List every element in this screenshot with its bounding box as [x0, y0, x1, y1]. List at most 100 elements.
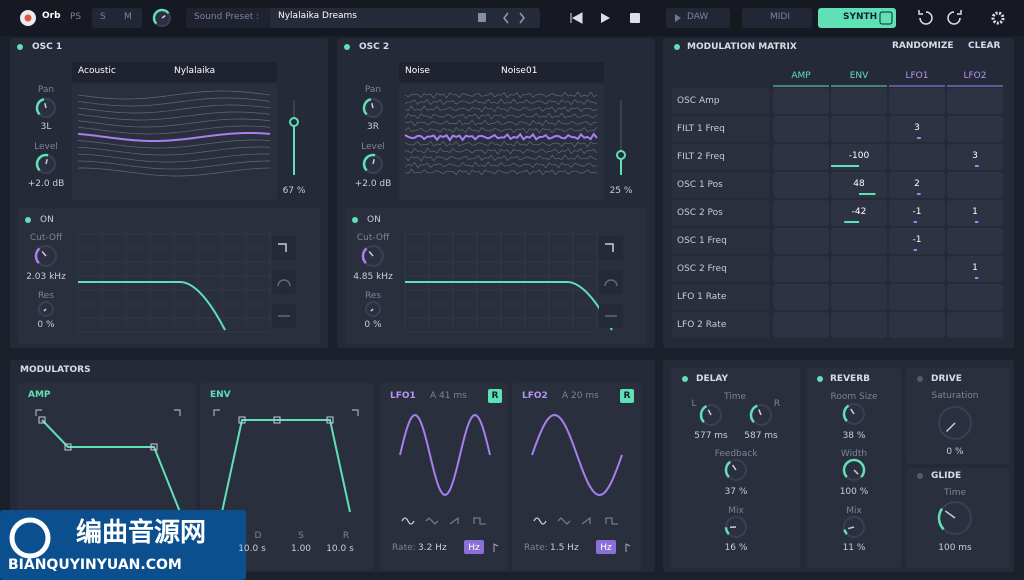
- lfo-shape-button[interactable]: [605, 517, 618, 525]
- led[interactable]: [17, 44, 23, 50]
- matrix-cell[interactable]: [831, 200, 887, 226]
- unit-button[interactable]: [464, 540, 484, 554]
- lfo-shape-button[interactable]: [581, 516, 591, 525]
- matrix-cell[interactable]: [773, 228, 829, 254]
- led[interactable]: [682, 376, 688, 382]
- osc2-wave[interactable]: Noise01: [501, 66, 538, 76]
- topbar-mute[interactable]: M: [124, 12, 132, 22]
- matrix-cell[interactable]: [889, 228, 945, 254]
- retrig-button[interactable]: [620, 389, 634, 403]
- matrix-cell[interactable]: [947, 116, 1003, 142]
- led[interactable]: [917, 473, 923, 479]
- lfo-shape-button[interactable]: [401, 517, 415, 525]
- lfo-shape-button[interactable]: [533, 517, 547, 525]
- led[interactable]: [674, 44, 680, 50]
- env-node[interactable]: [64, 443, 72, 451]
- matrix-cell[interactable]: [947, 144, 1003, 170]
- env-node[interactable]: [38, 416, 46, 424]
- matrix-cell[interactable]: [831, 284, 887, 310]
- topbar-synth[interactable]: SYNTH: [843, 12, 878, 22]
- stop-icon[interactable]: [630, 13, 640, 23]
- matrix-cell[interactable]: [947, 228, 1003, 254]
- matrix-cell[interactable]: [831, 312, 887, 338]
- osc1-type[interactable]: Acoustic: [78, 66, 116, 76]
- env-node[interactable]: [150, 443, 158, 451]
- matrix-cell[interactable]: [831, 172, 887, 198]
- matrix-cell[interactable]: [947, 312, 1003, 338]
- osc-selector[interactable]: [72, 62, 277, 82]
- matrix-cell[interactable]: [773, 172, 829, 198]
- matrix-cell[interactable]: [889, 312, 945, 338]
- next-icon[interactable]: [519, 12, 525, 24]
- modulators-lfo1-title: LFO1: [390, 391, 416, 401]
- matrix-cell[interactable]: [831, 256, 887, 282]
- matrix-cell[interactable]: [831, 144, 887, 170]
- retrig-button[interactable]: [488, 389, 502, 403]
- matrix-cell[interactable]: [889, 88, 945, 114]
- undo-icon[interactable]: [918, 10, 933, 25]
- note-icon[interactable]: [625, 543, 631, 552]
- matrix-cell[interactable]: [947, 200, 1003, 226]
- matrix-cell[interactable]: [889, 116, 945, 142]
- settings-icon[interactable]: [991, 11, 1005, 25]
- osc-selector[interactable]: [399, 62, 604, 82]
- osc1-wave[interactable]: Nylalaika: [174, 66, 216, 76]
- topbar-daw[interactable]: DAW: [687, 12, 709, 22]
- topbar-solo[interactable]: S: [100, 12, 106, 22]
- led[interactable]: [344, 44, 350, 50]
- matrix-cell[interactable]: [773, 256, 829, 282]
- lfo-shape-button[interactable]: [473, 517, 486, 525]
- rewind-icon[interactable]: [570, 12, 583, 24]
- filter-type-button[interactable]: [272, 270, 296, 294]
- filter-type-button[interactable]: [599, 236, 623, 260]
- matrix-cell[interactable]: [947, 256, 1003, 282]
- matrix-cell[interactable]: [773, 88, 829, 114]
- synth-button[interactable]: [818, 8, 896, 28]
- matrix-clear[interactable]: CLEAR: [968, 41, 1001, 51]
- topbar-midi[interactable]: MIDI: [770, 12, 791, 22]
- matrix-cell[interactable]: [889, 200, 945, 226]
- save-icon[interactable]: [478, 13, 486, 22]
- matrix-cell[interactable]: [773, 284, 829, 310]
- matrix-cell[interactable]: [947, 172, 1003, 198]
- filter-type-button[interactable]: [599, 270, 623, 294]
- matrix-cell[interactable]: [773, 116, 829, 142]
- led[interactable]: [352, 217, 358, 223]
- prev-icon[interactable]: [503, 12, 509, 24]
- daw-button[interactable]: [666, 8, 730, 28]
- lfo-shape-button[interactable]: [557, 517, 571, 525]
- matrix-cell[interactable]: [773, 312, 829, 338]
- mix-slider-handle[interactable]: [616, 150, 626, 160]
- matrix-cell[interactable]: [773, 144, 829, 170]
- matrix-cell[interactable]: [831, 228, 887, 254]
- knob-pointer: [45, 158, 48, 165]
- unit-button[interactable]: [596, 540, 616, 554]
- matrix-cell[interactable]: [947, 284, 1003, 310]
- matrix-cell[interactable]: [831, 116, 887, 142]
- led[interactable]: [25, 217, 31, 223]
- filter-type-button[interactable]: [272, 236, 296, 260]
- midi-button[interactable]: [742, 8, 812, 28]
- matrix-cell[interactable]: [889, 284, 945, 310]
- osc2-type[interactable]: Noise: [405, 66, 430, 76]
- matrix-cell[interactable]: [889, 144, 945, 170]
- led[interactable]: [917, 376, 923, 382]
- matrix-cell[interactable]: [947, 88, 1003, 114]
- env-node[interactable]: [273, 416, 281, 424]
- power-icon: [879, 11, 893, 25]
- led[interactable]: [817, 376, 823, 382]
- note-icon[interactable]: [493, 543, 499, 552]
- env-node[interactable]: [238, 416, 246, 424]
- matrix-cell[interactable]: [889, 256, 945, 282]
- lfo-shape-button[interactable]: [425, 517, 439, 525]
- env-node[interactable]: [326, 416, 334, 424]
- redo-icon[interactable]: [947, 10, 962, 25]
- matrix-cell[interactable]: [889, 172, 945, 198]
- matrix-cell[interactable]: [773, 200, 829, 226]
- matrix-randomize[interactable]: RANDOMIZE: [892, 41, 954, 51]
- play-icon[interactable]: [601, 13, 610, 23]
- matrix-cell[interactable]: [831, 88, 887, 114]
- knob-arc: [35, 153, 49, 172]
- mix-slider-handle[interactable]: [289, 117, 299, 127]
- lfo-shape-button[interactable]: [449, 516, 459, 525]
